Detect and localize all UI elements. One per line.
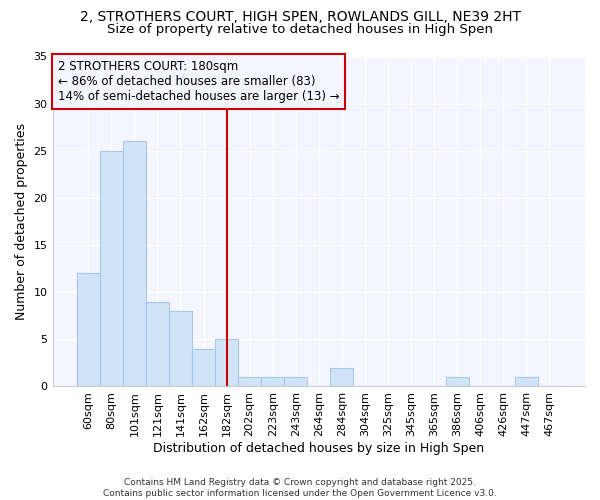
Bar: [261, 377, 284, 386]
Text: 2, STROTHERS COURT, HIGH SPEN, ROWLANDS GILL, NE39 2HT: 2, STROTHERS COURT, HIGH SPEN, ROWLANDS …: [79, 10, 521, 24]
X-axis label: Distribution of detached houses by size in High Spen: Distribution of detached houses by size …: [153, 442, 484, 455]
Bar: [100, 151, 123, 386]
Bar: [515, 377, 538, 386]
Y-axis label: Number of detached properties: Number of detached properties: [15, 123, 28, 320]
Bar: [169, 311, 192, 386]
Bar: [284, 377, 307, 386]
Text: Size of property relative to detached houses in High Spen: Size of property relative to detached ho…: [107, 22, 493, 36]
Bar: [192, 348, 215, 387]
Bar: [446, 377, 469, 386]
Bar: [215, 340, 238, 386]
Bar: [146, 302, 169, 386]
Bar: [123, 142, 146, 386]
Text: 2 STROTHERS COURT: 180sqm
← 86% of detached houses are smaller (83)
14% of semi-: 2 STROTHERS COURT: 180sqm ← 86% of detac…: [58, 60, 340, 103]
Bar: [77, 274, 100, 386]
Bar: [330, 368, 353, 386]
Bar: [238, 377, 261, 386]
Text: Contains HM Land Registry data © Crown copyright and database right 2025.
Contai: Contains HM Land Registry data © Crown c…: [103, 478, 497, 498]
